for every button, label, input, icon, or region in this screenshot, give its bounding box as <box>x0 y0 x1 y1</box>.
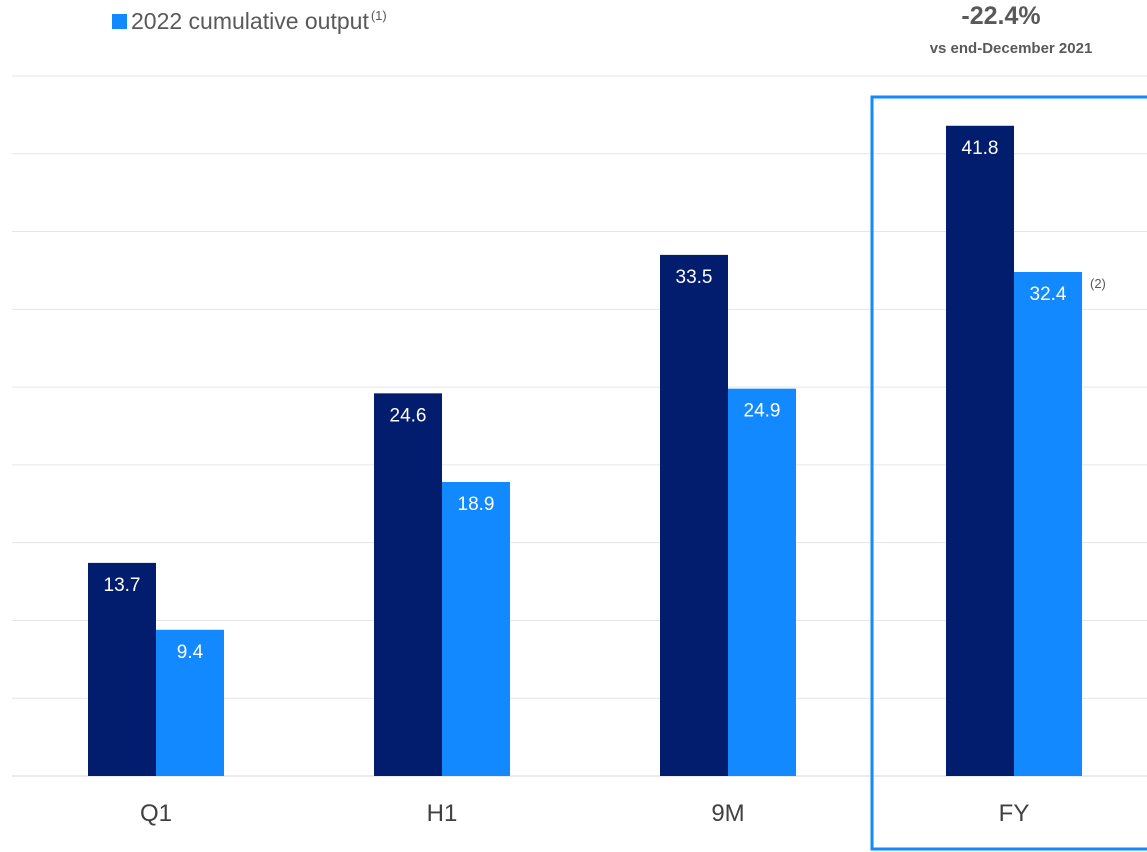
bar-value-label: 33.5 <box>676 267 713 288</box>
change-percentage: -22.4% <box>961 2 1041 30</box>
legend-footnote: (1) <box>370 7 387 23</box>
bar <box>156 629 224 776</box>
bar-value-label: 24.6 <box>390 405 427 426</box>
bar <box>374 393 442 776</box>
highlight-box <box>870 95 1147 851</box>
category-label: 9M <box>711 800 744 827</box>
category-label: H1 <box>427 800 458 827</box>
bar <box>442 482 510 776</box>
bar-value-label: 13.7 <box>104 575 141 596</box>
bar <box>946 125 1014 777</box>
change-caption: vs end-December 2021 <box>929 40 1093 57</box>
category-label: FY <box>999 800 1030 827</box>
bar <box>660 254 728 776</box>
legend-swatch <box>112 13 127 29</box>
bar-value-label: 18.9 <box>458 494 495 515</box>
bar <box>1014 272 1082 776</box>
bar-value-label: 32.4 <box>1030 284 1067 305</box>
bar-footnote: (2) <box>1090 276 1106 291</box>
bar-value-label: 9.4 <box>177 642 204 663</box>
bar <box>728 388 796 776</box>
bar-value-label: 24.9 <box>744 401 781 422</box>
bar-value-label: 41.8 <box>962 138 999 159</box>
legend-label: 2022 cumulative output <box>131 7 369 34</box>
legend: 2022 cumulative output (1) <box>112 6 387 36</box>
category-label: Q1 <box>140 800 172 827</box>
bar <box>88 562 156 776</box>
